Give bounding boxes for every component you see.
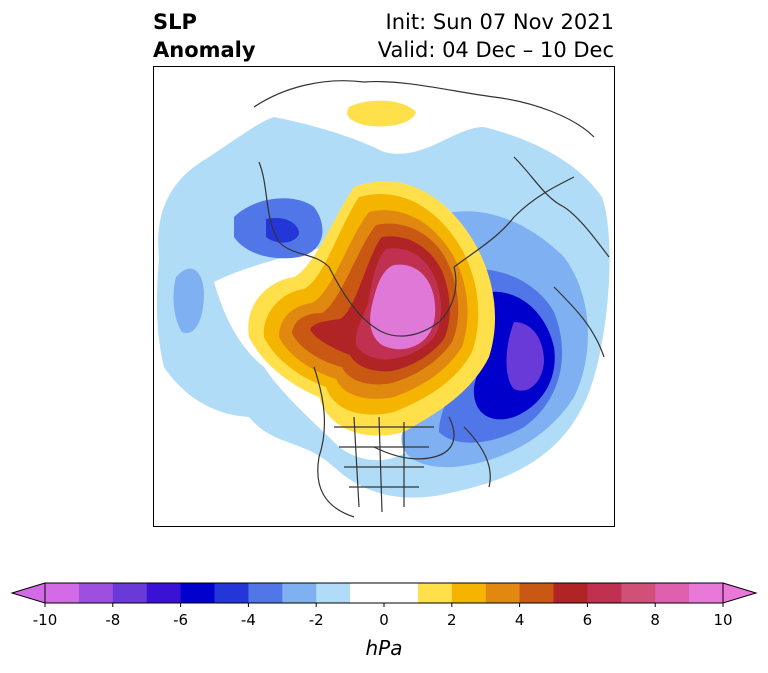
coastlines [253,80,610,518]
colorbar-segment [689,583,724,603]
colorbar-segment [587,583,622,603]
anomaly-pos-7 [370,264,436,350]
colorbar-tick-label: -6 [173,611,188,629]
anomaly-neg-pocket [173,268,204,333]
colorbar-tick-label: 2 [447,611,457,629]
colorbar-tick-label: -4 [241,611,256,629]
colorbar-tick-label: 0 [379,611,389,629]
colorbar-tick-label: 4 [515,611,525,629]
chart-title-left: SLP Anomaly [153,8,256,64]
colorbar: -10 -8 -6 -4 -2 0 2 4 6 8 10 hPa [0,575,768,665]
colorbar-segment [316,583,351,603]
colorbar-tick-label: -10 [33,611,58,629]
colorbar-segment [350,583,385,603]
colorbar-tick-label: 10 [713,611,732,629]
colorbar-segment [384,583,419,603]
anomaly-neg-atlantic-4 [506,322,544,391]
colorbar-segment [45,583,80,603]
anomaly-pos-north [347,100,416,127]
colorbar-extend-low [10,582,46,604]
anomaly-neg-pacific-core [266,217,299,243]
init-date: Init: Sun 07 Nov 2021 [385,10,614,34]
colorbar-segment [248,583,283,603]
chart-title-right: Init: Sun 07 Nov 2021 Valid: 04 Dec – 10… [378,8,614,64]
colorbar-segment [553,583,588,603]
colorbar-tick-label: 6 [583,611,593,629]
colorbar-segment [214,583,249,603]
title-variable: SLP [153,10,197,34]
colorbar-svg: -10 -8 -6 -4 -2 0 2 4 6 8 10 hPa [10,582,758,660]
colorbar-extend-high [722,582,758,604]
colorbar-segment [146,583,182,603]
colorbar-segment [621,583,656,603]
colorbar-segment [112,583,148,603]
colorbar-tick-label: -2 [309,611,324,629]
polar-map [153,66,615,527]
colorbar-tick-label: 8 [650,611,660,629]
colorbar-segment [180,583,215,603]
colorbar-segment [451,583,487,603]
colorbar-units: hPa [366,636,403,660]
colorbar-segment [519,583,554,603]
colorbar-segment [78,583,114,603]
map-canvas [156,80,610,518]
colorbar-segment [282,583,317,603]
valid-range: Valid: 04 Dec – 10 Dec [377,38,614,62]
colorbar-tick-label: -8 [105,611,120,629]
colorbar-segment [485,583,521,603]
colorbar-segment [417,583,453,603]
title-variable-line2: Anomaly [153,38,256,62]
colorbar-segment [655,583,690,603]
